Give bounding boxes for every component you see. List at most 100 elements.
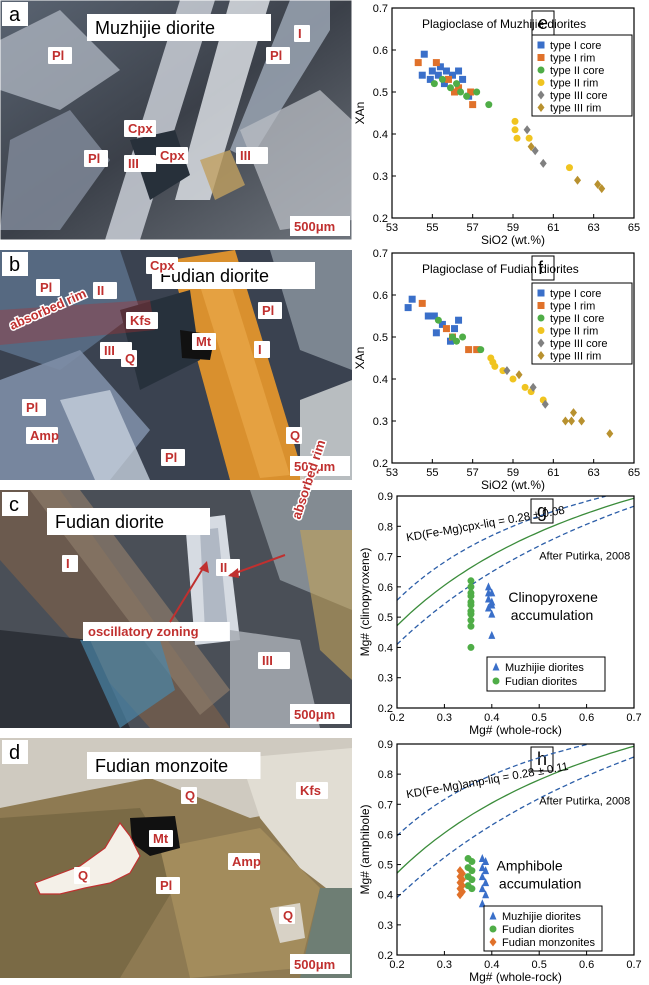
data-point [468, 885, 476, 893]
mineral-label: Kfs [300, 783, 321, 798]
photo-title-box [152, 262, 315, 289]
data-point [511, 117, 519, 125]
mineral-label-box [294, 25, 310, 42]
y-tick-label: 0.5 [378, 612, 393, 624]
x-tick-label: 63 [588, 467, 600, 479]
mineral-label-box [181, 787, 197, 804]
kd-upper-curve [396, 756, 635, 898]
legend-entry: type I rim [550, 53, 595, 65]
x-tick-label: 57 [467, 467, 479, 479]
data-point [468, 876, 476, 884]
mineral-label: I [258, 342, 262, 357]
data-point [565, 164, 573, 172]
data-point [537, 103, 545, 112]
data-point [418, 299, 426, 307]
chart-title: Plagioclase of Muzhijie diorites [422, 17, 586, 31]
legend-entry: type II rim [550, 78, 598, 90]
data-point [465, 346, 473, 354]
mineral-label: Pl [262, 303, 274, 318]
mineral-label-box [258, 302, 282, 319]
legend-entry: Fudian diorites [502, 924, 575, 936]
annotation-label: oscillatory zoning [88, 624, 199, 639]
x-tick-label: 53 [386, 467, 398, 479]
kd-main-curve [396, 745, 635, 874]
data-point [446, 337, 454, 345]
data-point [484, 594, 492, 603]
y-axis-label: XAn [353, 102, 367, 125]
mineral-label: Cpx [128, 121, 153, 136]
photo-title: Fudian diorite [160, 266, 269, 286]
mineral-label-box [258, 652, 290, 669]
mineral-label-box [84, 150, 108, 167]
data-point [424, 312, 432, 320]
data-point [468, 858, 476, 866]
y-tick-label: 0.2 [378, 950, 393, 962]
data-point [430, 312, 438, 320]
mineral-label: Kfs [130, 313, 151, 328]
mineral-label-box [156, 877, 180, 894]
data-point [477, 346, 485, 354]
scale-bar-label: 500μm [294, 219, 335, 234]
data-point [489, 925, 497, 933]
data-point [478, 863, 486, 872]
accumulation-note: Clinopyroxene [508, 589, 598, 605]
data-point [467, 88, 475, 96]
data-point [478, 854, 486, 863]
scale-bar-box [290, 704, 350, 724]
x-tick-label: 0.7 [626, 959, 641, 971]
data-point [523, 125, 531, 135]
x-tick-label: 57 [467, 222, 479, 234]
data-point [515, 370, 523, 380]
mineral-label-box [149, 830, 173, 847]
annotation-arrowhead [199, 561, 209, 573]
mineral-label: II [97, 283, 104, 298]
y-tick-label: 0.9 [378, 491, 393, 503]
x-axis-label: Mg# (whole-rock) [469, 970, 562, 984]
x-tick-label: 0.6 [579, 959, 594, 971]
data-point [509, 375, 517, 383]
data-point [434, 71, 442, 79]
panel-letter: c [9, 494, 19, 516]
data-point [537, 327, 545, 334]
data-point [489, 937, 497, 947]
annotation-box [83, 622, 230, 641]
data-point [451, 88, 459, 96]
chart-letter-box [530, 746, 554, 772]
mineral-label-box [124, 155, 156, 172]
photo-title: Fudian monzoite [95, 756, 228, 776]
data-point [598, 184, 606, 194]
data-point [484, 603, 492, 612]
mineral-label-box [236, 147, 268, 164]
data-point [469, 101, 477, 109]
x-tick-label: 0.5 [532, 959, 547, 971]
photo-title: Fudian diorite [55, 512, 164, 532]
panel-letter-box [2, 252, 28, 276]
y-tick-label: 0.5 [373, 87, 388, 99]
y-tick-label: 0.7 [378, 552, 393, 564]
mineral-label: III [128, 156, 139, 171]
kd-lower-curve [396, 743, 587, 837]
mineral-label: Q [290, 428, 300, 443]
data-point [442, 325, 450, 333]
data-point [473, 88, 481, 96]
data-point [426, 75, 434, 83]
y-tick-label: 0.7 [378, 799, 393, 811]
x-tick-label: 0.2 [389, 959, 404, 971]
annotation-arrowhead [228, 568, 239, 578]
x-tick-label: 0.7 [626, 712, 641, 724]
data-point [491, 362, 499, 370]
mineral-label: III [262, 653, 273, 668]
panel-letter: a [9, 4, 21, 26]
data-point [488, 630, 496, 639]
y-tick-label: 0.3 [378, 673, 393, 685]
kd-upper-curve [396, 505, 635, 645]
data-point [456, 878, 464, 888]
legend-box [531, 34, 633, 117]
data-point [574, 175, 582, 185]
x-axis-label: SiO2 (wt.%) [481, 478, 545, 492]
y-tick-label: 0.2 [378, 703, 393, 715]
y-tick-label: 0.2 [373, 213, 388, 225]
scale-bar-label: 500μm [294, 957, 335, 972]
data-point [488, 588, 496, 597]
data-point [488, 609, 496, 618]
